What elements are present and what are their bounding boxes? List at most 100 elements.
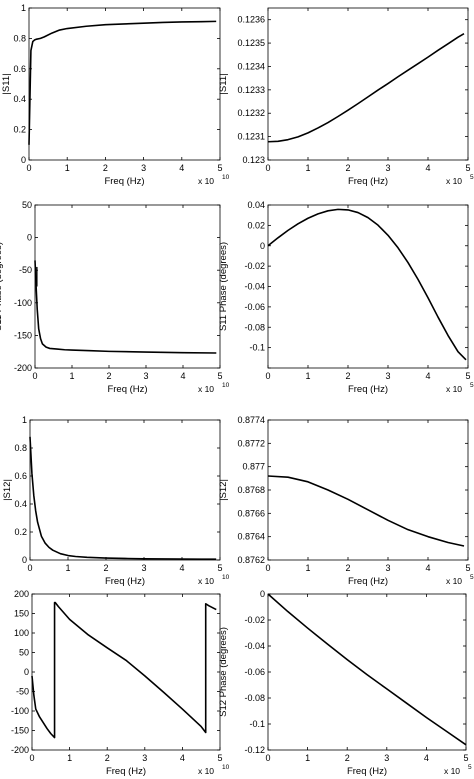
- y-tick-label: 0.1232: [237, 108, 265, 118]
- y-tick-label: 0.8768: [237, 485, 265, 495]
- x-tick-label: 0: [26, 163, 31, 173]
- y-tick-label: -0.1: [249, 719, 265, 729]
- x-axis-exponent: 10: [222, 382, 230, 389]
- y-tick-label: 0.2: [13, 125, 26, 135]
- x-tick-label: 4: [425, 371, 430, 381]
- y-tick-label: 0: [260, 241, 265, 251]
- y-tick-label: 0.1233: [237, 85, 265, 95]
- y-tick-label: 0.8774: [237, 415, 265, 425]
- y-tick-label: 100: [14, 628, 29, 638]
- y-tick-label: 150: [14, 609, 29, 619]
- x-tick-label: 1: [65, 563, 70, 573]
- x-tick-label: 1: [305, 371, 310, 381]
- y-tick-label: 0.8772: [237, 438, 265, 448]
- x-axis-multiplier: x 10: [446, 576, 462, 586]
- x-tick-label: 5: [465, 163, 470, 173]
- x-tick-label: 5: [465, 371, 470, 381]
- y-tick-label: -0.08: [244, 693, 265, 703]
- y-axis-label: |S12|: [218, 479, 229, 501]
- y-tick-label: -0.04: [244, 282, 265, 292]
- series-line: [34, 260, 217, 354]
- x-tick-label: 3: [143, 371, 148, 381]
- y-tick-label: -200: [14, 363, 32, 373]
- y-axis-label: S11 Phase (degrees): [0, 242, 4, 331]
- x-axis-label: Freq (Hz): [107, 384, 147, 395]
- chart-s12-phase-narrow: 0 1 2 3 4 5 -0.12 -0.1 -0.08 -0.06 -0.04 -0.02 0 Freq…: [218, 589, 472, 777]
- x-tick-label: 4: [180, 371, 185, 381]
- x-axis-label: Freq (Hz): [105, 576, 145, 587]
- y-tick-label: -100: [11, 706, 29, 716]
- plot-frame: [267, 593, 467, 751]
- x-tick-label: 4: [179, 563, 184, 573]
- y-tick-label: 50: [19, 648, 29, 658]
- x-tick-label: 0: [29, 753, 34, 763]
- x-tick-label: 1: [305, 563, 310, 573]
- y-tick-label: -0.12: [244, 745, 265, 755]
- x-tick-label: 0: [265, 753, 270, 763]
- x-tick-label: 2: [105, 753, 110, 763]
- x-tick-label: 3: [385, 563, 390, 573]
- y-tick-label: 0.8766: [237, 508, 265, 518]
- y-tick-label: 0: [260, 589, 265, 599]
- chart-s11-phase-wide: 0 1 2 3 4 5 -200 -150 -100 -50 0 50 Freq (Hz) x 10 10 S…: [0, 200, 230, 395]
- x-axis-exponent: 5: [470, 382, 474, 389]
- chart-s12-phase-wide: 0 1 2 3 4 5 -200 -150 -100 -50 0 50 100 150 200 Freq (H…: [0, 589, 230, 777]
- x-tick-label: 0: [32, 371, 37, 381]
- x-tick-label: 3: [141, 163, 146, 173]
- y-tick-label: 0: [21, 155, 26, 165]
- x-tick-label: 5: [217, 163, 222, 173]
- x-tick-label: 3: [141, 563, 146, 573]
- y-tick-label: -0.04: [244, 641, 265, 651]
- y-tick-label: 0.123: [242, 155, 265, 165]
- plot-frame: [267, 204, 469, 369]
- y-axis-label: S11 Phase (degrees): [218, 242, 229, 331]
- y-axis-label: S12 Phase (degrees): [0, 627, 1, 717]
- x-axis-exponent: 5: [468, 764, 472, 771]
- x-tick-label: 5: [463, 753, 468, 763]
- y-tick-label: -50: [19, 265, 32, 275]
- x-tick-label: 0: [265, 371, 270, 381]
- x-axis-label: Freq (Hz): [104, 176, 144, 187]
- y-tick-label: -0.08: [244, 322, 265, 332]
- x-axis-label: Freq (Hz): [348, 384, 388, 395]
- x-tick-label: 4: [424, 753, 429, 763]
- chart-s11-phase-narrow: 0 1 2 3 4 5 -0.1 -0.08 -0.06 -0.04 -0.02 0 0.02 0.04 F…: [218, 200, 474, 395]
- x-axis-exponent: 5: [470, 574, 474, 581]
- x-tick-label: 4: [179, 163, 184, 173]
- plot-frame: [34, 204, 221, 369]
- x-tick-label: 4: [425, 563, 430, 573]
- y-tick-label: 200: [14, 589, 29, 599]
- chart-s12-mag-narrow: 0 1 2 3 4 5 0.8762 0.8764 0.8766 0.8768 0.877 0.877…: [218, 415, 474, 587]
- y-axis-label: |S12|: [2, 479, 13, 501]
- y-tick-label: -0.02: [244, 615, 265, 625]
- x-tick-label: 3: [385, 371, 390, 381]
- x-axis-exponent: 10: [222, 764, 230, 771]
- y-tick-label: -100: [14, 298, 32, 308]
- x-axis-multiplier: x 10: [446, 384, 462, 394]
- y-tick-label: 0.02: [247, 220, 265, 230]
- x-axis-multiplier: x 10: [446, 176, 462, 186]
- x-tick-label: 2: [106, 371, 111, 381]
- x-axis-label: Freq (Hz): [106, 766, 146, 777]
- x-tick-label: 2: [345, 563, 350, 573]
- y-tick-label: 1: [22, 415, 27, 425]
- x-axis-exponent: 10: [222, 174, 230, 181]
- x-tick-label: 0: [265, 163, 270, 173]
- series-line: [31, 601, 217, 739]
- x-tick-label: 4: [180, 753, 185, 763]
- plot-frame: [28, 7, 221, 161]
- y-tick-label: 0.1234: [237, 61, 265, 71]
- x-axis-multiplier: x 10: [444, 766, 460, 776]
- y-tick-label: 0.1235: [237, 38, 265, 48]
- x-axis-multiplier: x 10: [198, 384, 214, 394]
- y-tick-label: 0.8764: [237, 532, 265, 542]
- x-axis-label: Freq (Hz): [348, 176, 388, 187]
- y-axis-label: S12 Phase (degrees): [218, 627, 229, 717]
- x-tick-label: 5: [217, 563, 222, 573]
- y-tick-label: 0: [22, 555, 27, 565]
- series-line: [29, 436, 217, 560]
- x-tick-label: 2: [345, 371, 350, 381]
- y-tick-label: 0.8762: [237, 555, 265, 565]
- chart-s11-mag-wide: 0 1 2 3 4 5 0 0.2 0.4 0.6 0.8 1 Freq (Hz) x 10 10 |S11|: [1, 3, 230, 187]
- x-tick-label: 0: [265, 563, 270, 573]
